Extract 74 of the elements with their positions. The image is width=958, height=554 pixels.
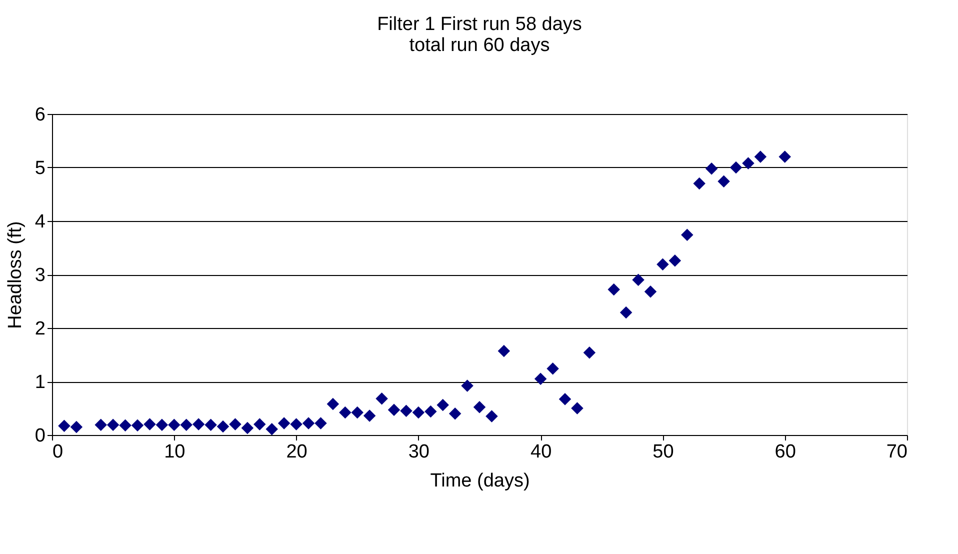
x-tick-label: 0 bbox=[52, 442, 64, 462]
point bbox=[216, 420, 230, 433]
point bbox=[58, 420, 70, 432]
point bbox=[608, 283, 620, 296]
point bbox=[156, 418, 168, 431]
point bbox=[754, 150, 767, 163]
x-tick-label: 30 bbox=[408, 442, 430, 462]
point bbox=[144, 418, 156, 430]
point bbox=[546, 362, 559, 375]
point bbox=[656, 258, 669, 270]
point bbox=[412, 406, 425, 419]
point bbox=[473, 401, 486, 414]
text: total run 60 days bbox=[409, 35, 550, 56]
x-tick-label: 10 bbox=[164, 442, 186, 462]
point bbox=[302, 417, 315, 430]
x-tick-label: 60 bbox=[774, 442, 796, 462]
point bbox=[106, 418, 120, 431]
x-axis-title: Time (days) bbox=[430, 470, 530, 492]
point bbox=[681, 228, 694, 242]
point bbox=[705, 162, 718, 175]
point bbox=[363, 410, 376, 422]
point bbox=[448, 407, 462, 420]
point bbox=[241, 422, 254, 434]
y-tick-label: 3 bbox=[34, 265, 46, 286]
point bbox=[388, 404, 400, 416]
point bbox=[192, 418, 205, 430]
point bbox=[693, 177, 706, 190]
y-tick-label: 0 bbox=[34, 426, 46, 446]
point bbox=[498, 344, 510, 358]
point bbox=[119, 419, 132, 432]
point bbox=[644, 285, 657, 298]
x-tick-label: 50 bbox=[652, 442, 674, 462]
point bbox=[70, 420, 83, 434]
y-tick-label: 6 bbox=[34, 104, 46, 126]
point bbox=[632, 274, 644, 286]
point bbox=[730, 161, 742, 174]
point bbox=[339, 406, 352, 419]
point bbox=[424, 405, 437, 418]
point bbox=[266, 422, 278, 436]
point bbox=[742, 157, 754, 170]
point bbox=[278, 417, 290, 430]
x-tick-label: 40 bbox=[530, 442, 552, 462]
point bbox=[668, 254, 682, 267]
point bbox=[718, 175, 730, 188]
point bbox=[400, 404, 412, 418]
point bbox=[571, 402, 584, 414]
point bbox=[229, 418, 242, 430]
x-tick-label: 70 bbox=[886, 442, 908, 462]
point bbox=[94, 418, 107, 431]
point bbox=[583, 346, 596, 359]
y-axis-title: Headloss (ft) bbox=[4, 221, 26, 329]
y-tick-label: 1 bbox=[34, 372, 46, 393]
point bbox=[436, 398, 449, 412]
point bbox=[314, 417, 327, 430]
point bbox=[461, 380, 474, 392]
point bbox=[486, 410, 498, 422]
point bbox=[351, 406, 364, 419]
point bbox=[778, 150, 791, 163]
x-tick-label: 20 bbox=[286, 442, 308, 462]
point bbox=[290, 418, 302, 430]
point bbox=[180, 418, 192, 431]
point bbox=[131, 419, 144, 432]
point bbox=[326, 398, 340, 410]
point bbox=[168, 418, 180, 431]
point bbox=[620, 306, 632, 319]
y-tick-label: 2 bbox=[34, 318, 46, 340]
y-tick-label: 5 bbox=[34, 158, 46, 179]
text: Filter 1 First run 58 days bbox=[377, 14, 582, 35]
y-tick-label: 4 bbox=[34, 212, 46, 232]
point bbox=[376, 392, 388, 405]
point bbox=[558, 393, 572, 406]
point bbox=[254, 418, 266, 430]
point bbox=[534, 372, 547, 385]
point bbox=[204, 418, 217, 431]
